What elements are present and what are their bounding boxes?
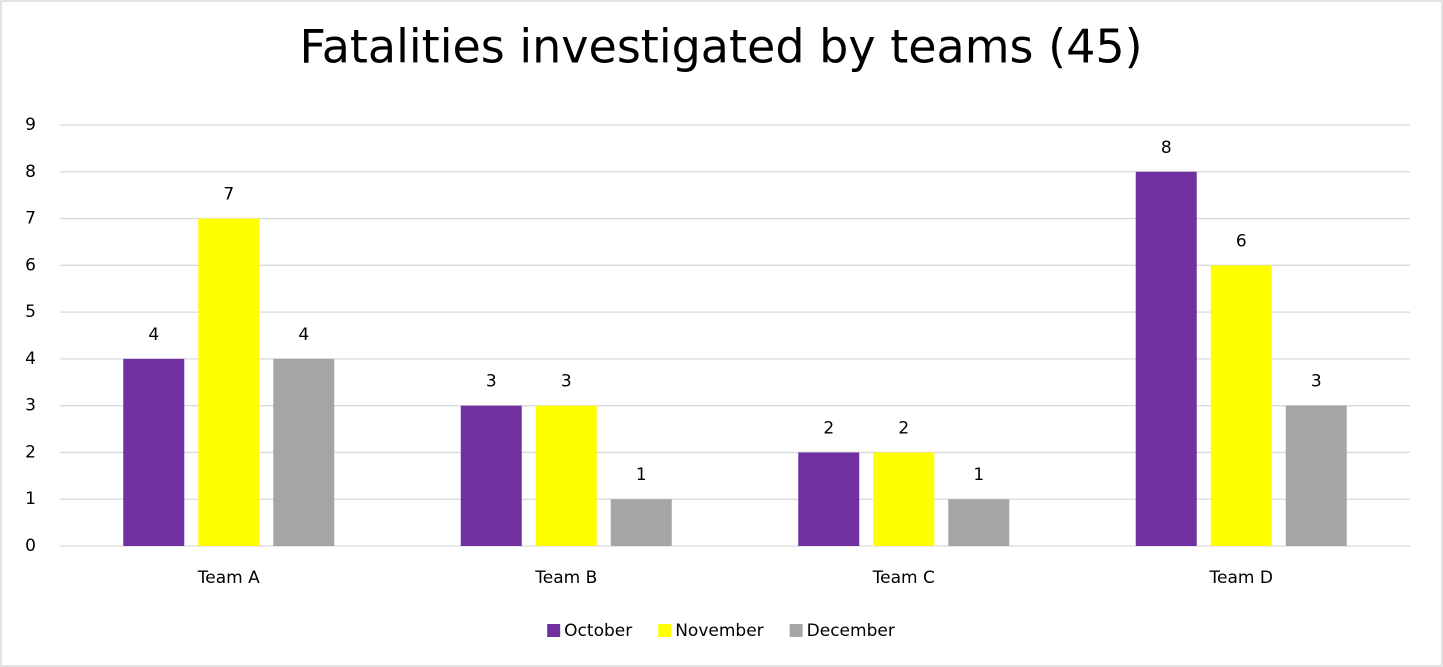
y-tick-label: 2	[25, 442, 36, 462]
bar	[460, 405, 522, 546]
legend-swatch	[658, 624, 672, 637]
x-tick-label: Team B	[534, 568, 597, 588]
bar	[123, 358, 185, 546]
bar	[798, 452, 860, 546]
legend-label: December	[807, 621, 895, 641]
data-label: 1	[636, 465, 647, 485]
bar	[273, 358, 335, 546]
data-label: 1	[973, 465, 984, 485]
bar	[535, 405, 597, 546]
y-tick-label: 3	[25, 396, 36, 416]
bar	[1135, 171, 1197, 546]
bar	[610, 499, 672, 546]
y-tick-label: 1	[25, 489, 36, 509]
bar	[948, 499, 1010, 546]
legend-swatch	[547, 624, 561, 637]
legend-swatch	[789, 624, 803, 637]
data-label: 7	[223, 185, 234, 205]
chart-title: Fatalities investigated by teams (45)	[299, 20, 1142, 74]
y-tick-label: 9	[25, 115, 36, 135]
data-label: 6	[1236, 231, 1247, 251]
data-label: 2	[823, 418, 834, 438]
y-tick-label: 8	[25, 162, 36, 182]
bar	[198, 218, 260, 547]
bar	[873, 452, 935, 546]
x-tick-label: Team D	[1209, 568, 1273, 588]
y-tick-label: 0	[25, 536, 36, 556]
data-label: 3	[561, 372, 572, 392]
data-label: 2	[898, 418, 909, 438]
data-label: 4	[298, 325, 309, 345]
y-tick-label: 6	[25, 255, 36, 275]
y-tick-label: 4	[25, 349, 36, 369]
data-label: 3	[486, 372, 497, 392]
x-tick-label: Team A	[197, 568, 260, 588]
data-label: 8	[1161, 138, 1172, 158]
data-label: 4	[148, 325, 159, 345]
legend-label: November	[675, 621, 763, 641]
x-tick-label: Team C	[872, 568, 935, 588]
y-tick-label: 5	[25, 302, 36, 322]
legend-label: October	[564, 621, 632, 641]
bar	[1210, 265, 1272, 546]
y-tick-label: 7	[25, 209, 36, 229]
bar	[1285, 405, 1347, 546]
data-label: 3	[1311, 372, 1322, 392]
